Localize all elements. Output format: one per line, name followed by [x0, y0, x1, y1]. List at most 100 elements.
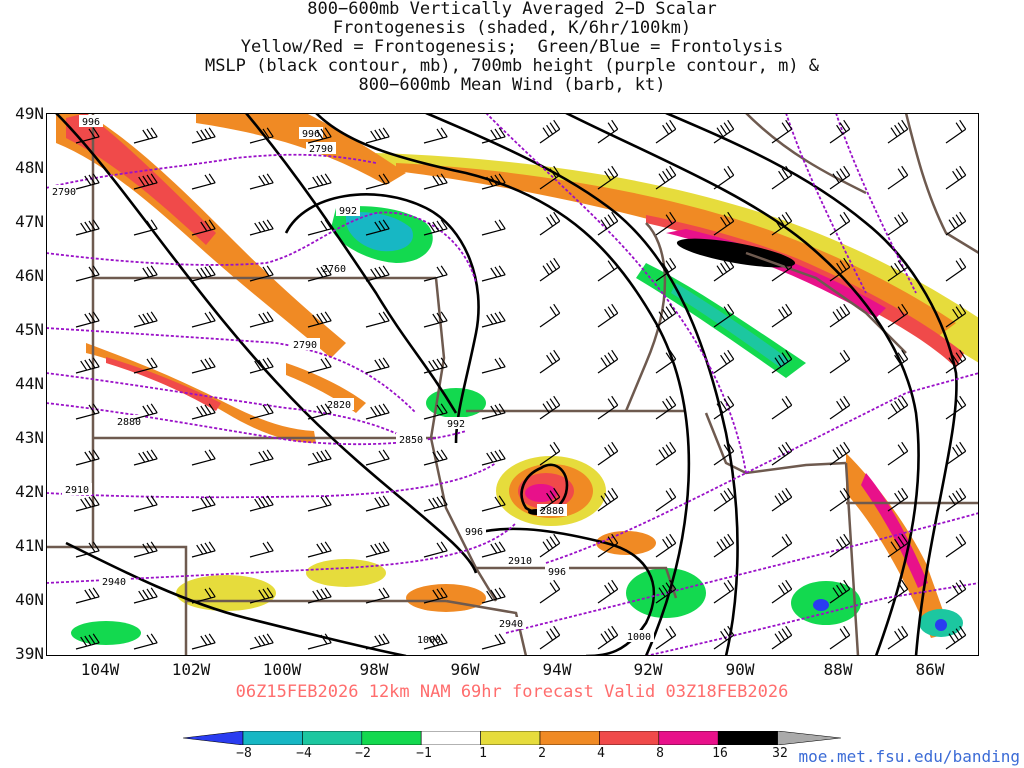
title-line-2: Frontogenesis (shaded, K/6hr/100km)	[332, 18, 692, 38]
wind-barb	[829, 349, 851, 374]
wind-barb	[713, 533, 735, 558]
lon-label: 94W	[542, 660, 572, 679]
svg-text:2880: 2880	[540, 506, 564, 517]
wind-barb	[945, 395, 967, 420]
lat-label: 49N	[15, 104, 44, 123]
wind-barb	[75, 265, 100, 282]
lat-label: 42N	[15, 482, 44, 501]
wind-barb	[133, 587, 158, 604]
state-borders	[46, 113, 979, 656]
wind-barb	[829, 257, 851, 282]
wind-barb	[713, 165, 735, 190]
wind-barb	[771, 441, 793, 466]
wind-barb	[307, 127, 332, 144]
wind-barb	[249, 541, 274, 558]
colorbar-label: −8	[236, 746, 252, 761]
wind-barb	[75, 403, 100, 420]
wind-barb	[365, 265, 390, 282]
wind-barb	[307, 219, 332, 236]
wind-barb	[713, 211, 735, 236]
wind-barb	[539, 165, 561, 190]
svg-text:2850: 2850	[399, 435, 423, 446]
wind-barb	[423, 219, 448, 236]
wind-barb	[597, 441, 619, 466]
height-label: 2760	[319, 262, 349, 275]
mslp-label: 992	[444, 417, 468, 430]
contour-labels: 996 996 992 992 996 996 1000 1000 2790 2…	[49, 115, 654, 646]
wind-barb	[365, 449, 390, 466]
wind-barb	[191, 173, 216, 190]
wind-barb	[481, 173, 506, 190]
credit-link[interactable]: moe.met.fsu.edu/banding	[798, 747, 1020, 766]
lon-label: 86W	[915, 660, 945, 679]
wind-barb	[539, 257, 561, 282]
height-label: 2790	[306, 142, 336, 155]
wind-barb	[713, 625, 735, 650]
lat-label: 41N	[15, 536, 44, 555]
colorbar-label: 8	[656, 746, 664, 761]
wind-barb	[423, 587, 448, 604]
wind-barb	[133, 403, 158, 420]
svg-text:2760: 2760	[322, 264, 346, 275]
wind-barb	[539, 441, 561, 466]
lat-label: 40N	[15, 590, 44, 609]
wind-barb	[423, 127, 448, 144]
wind-barb	[771, 625, 793, 650]
lon-label: 104W	[80, 660, 120, 679]
height-label: 2940	[496, 617, 526, 630]
mslp-label: 996	[79, 115, 103, 128]
mslp-label: 996	[545, 565, 569, 578]
svg-text:996: 996	[465, 527, 483, 538]
wind-barb	[307, 541, 332, 558]
wind-barb	[713, 487, 735, 512]
colorbar-segment	[717, 731, 778, 745]
wind-barb	[75, 219, 100, 236]
wind-barb	[249, 127, 274, 144]
wind-barb	[423, 633, 448, 650]
wind-barb	[829, 395, 851, 420]
svg-text:2940: 2940	[102, 577, 126, 588]
wind-barb	[945, 303, 967, 328]
wind-barb	[887, 395, 909, 420]
wind-barb	[191, 265, 216, 282]
wind-barb	[713, 303, 735, 328]
wind-barb	[133, 265, 158, 282]
wind-barb	[365, 127, 390, 144]
height-label: 2910	[505, 554, 535, 567]
wind-barb	[191, 495, 216, 512]
wind-barb	[539, 303, 561, 328]
lat-label: 43N	[15, 428, 44, 447]
wind-barb	[75, 587, 100, 604]
wind-barb	[945, 349, 967, 374]
wind-barb	[423, 541, 448, 558]
wind-barb	[597, 579, 619, 604]
wind-barb	[481, 357, 506, 374]
colorbar-segment	[777, 731, 841, 745]
wind-barb	[597, 257, 619, 282]
wind-barb	[191, 219, 216, 236]
wind-barb	[75, 357, 100, 374]
frontogenesis-map: 996 996 992 992 996 996 1000 1000 2790 2…	[46, 113, 979, 656]
wind-barb	[133, 541, 158, 558]
wind-barb	[191, 541, 216, 558]
colorbar-segment	[658, 731, 719, 745]
lat-label: 46N	[15, 266, 44, 285]
wind-barb	[829, 625, 851, 650]
wind-barb	[539, 119, 561, 144]
colorbar-label: 4	[597, 746, 605, 761]
wind-barb	[713, 119, 735, 144]
wind-barb	[655, 165, 677, 190]
title-line-5: 800−600mb Mean Wind (barb, kt)	[358, 75, 666, 95]
wind-barb	[365, 173, 390, 190]
wind-barb	[307, 357, 332, 374]
wind-barb	[307, 495, 332, 512]
wind-barb	[887, 119, 909, 144]
wind-barb	[655, 441, 677, 466]
wind-barb	[191, 587, 216, 604]
wind-barb	[713, 579, 735, 604]
wind-barb	[481, 265, 506, 282]
height-label: 2910	[62, 483, 92, 496]
wind-barb	[771, 395, 793, 420]
wind-barb	[539, 625, 561, 650]
svg-text:1000: 1000	[417, 635, 441, 646]
